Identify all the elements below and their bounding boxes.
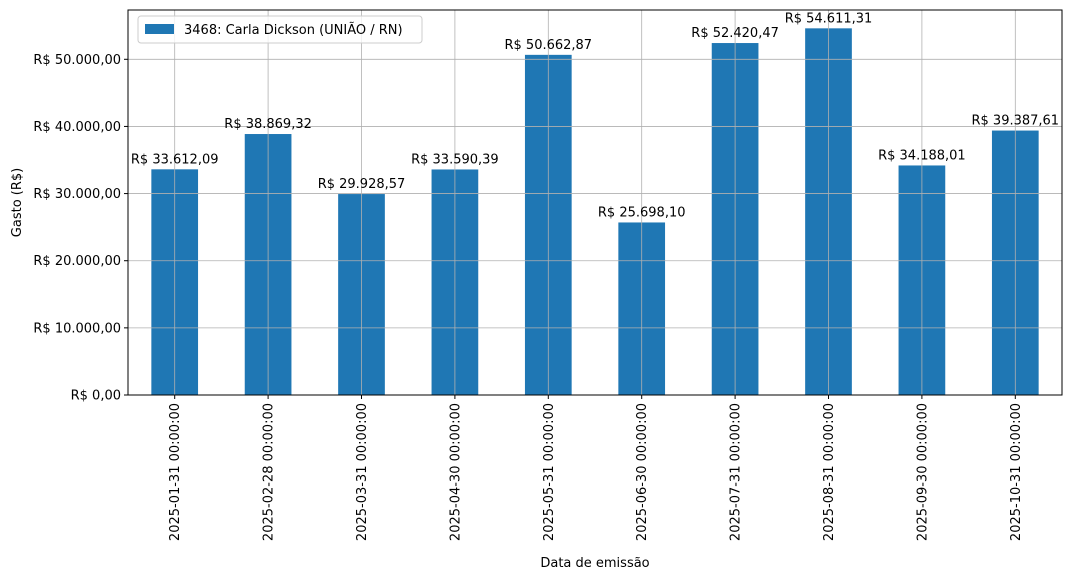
y-tick-label: R$ 40.000,00 [33, 120, 121, 135]
x-tick-label: 2025-06-30 00:00:00 [635, 403, 650, 541]
bar-value-label: R$ 39.387,61 [971, 114, 1059, 129]
bar-value-label: R$ 33.590,39 [411, 152, 499, 167]
y-axis: R$ 0,00 R$ 10.000,00 R$ 20.000,00 R$ 30.000… [33, 53, 128, 404]
y-tick-label: R$ 30.000,00 [33, 187, 121, 202]
axes-frame [127, 9, 1063, 396]
bar-value-label: R$ 33.612,09 [131, 152, 219, 167]
legend-swatch [145, 24, 174, 34]
x-tick-label: 2025-08-31 00:00:00 [822, 403, 837, 541]
bar-value-label: R$ 38.869,32 [224, 117, 312, 132]
data-labels: R$ 33.612,09 R$ 38.869,32 R$ 29.928,57 R$ 3… [131, 11, 1059, 220]
y-tick-label: R$ 0,00 [71, 389, 121, 404]
bar-value-label: R$ 29.928,57 [318, 177, 406, 192]
bar-value-label: R$ 52.420,47 [691, 26, 779, 41]
bar-value-label: R$ 25.698,10 [598, 205, 686, 220]
x-axis: 2025-01-31 00:00:00 2025-02-28 00:00:00 20… [168, 395, 1024, 541]
y-axis-label: Gasto (R$) [10, 168, 25, 237]
x-axis-label: Data de emissão [540, 556, 649, 571]
x-tick-label: 2025-09-30 00:00:00 [915, 403, 930, 541]
bar-value-label: R$ 54.611,31 [785, 11, 873, 26]
bar-value-label: R$ 34.188,01 [878, 148, 966, 163]
x-tick-label: 2025-10-31 00:00:00 [1009, 403, 1024, 541]
x-tick-label: 2025-03-31 00:00:00 [355, 403, 370, 541]
x-tick-label: 2025-07-31 00:00:00 [729, 403, 744, 541]
legend: 3468: Carla Dickson (UNIÃO / RN) [137, 15, 423, 44]
y-tick-label: R$ 20.000,00 [33, 254, 121, 269]
y-tick-label: R$ 50.000,00 [33, 53, 121, 68]
legend-label: 3468: Carla Dickson (UNIÃO / RN) [184, 22, 403, 38]
grid-lines [128, 10, 1062, 396]
x-tick-label: 2025-01-31 00:00:00 [168, 403, 183, 541]
x-tick-label: 2025-02-28 00:00:00 [262, 403, 277, 541]
y-tick-label: R$ 10.000,00 [33, 321, 121, 336]
x-tick-label: 2025-04-30 00:00:00 [448, 403, 463, 541]
bar-value-label: R$ 50.662,87 [504, 38, 592, 53]
x-tick-label: 2025-05-31 00:00:00 [542, 403, 557, 541]
legend-box [137, 15, 423, 44]
